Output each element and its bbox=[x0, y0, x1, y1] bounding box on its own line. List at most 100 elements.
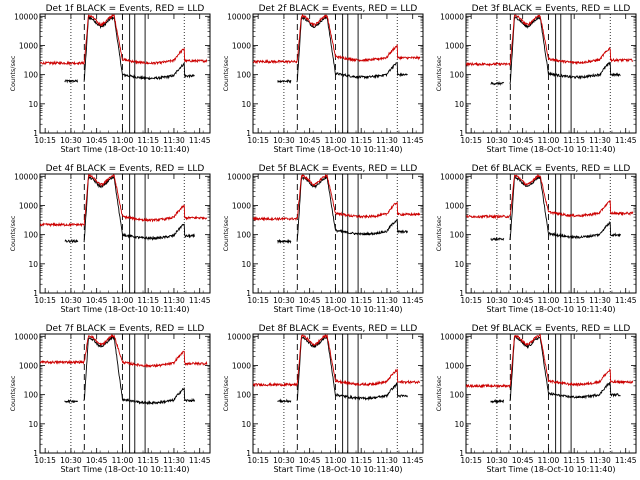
series-line-events bbox=[277, 335, 408, 404]
y-tick-label: 10000 bbox=[227, 12, 251, 21]
y-tick-label: 10 bbox=[28, 420, 38, 429]
x-tick-label: 10:30 bbox=[273, 136, 295, 145]
y-tick-label: 1000 bbox=[232, 41, 251, 50]
x-tick-label: 10:45 bbox=[299, 296, 321, 305]
x-axis-label: Start Time (18-Oct-10 10:11:40) bbox=[486, 305, 615, 314]
y-tick-label: 10000 bbox=[440, 12, 464, 21]
x-tick-label: 11:30 bbox=[163, 296, 185, 305]
x-tick-label: 11:45 bbox=[402, 136, 424, 145]
x-tick-label: 10:45 bbox=[512, 136, 534, 145]
y-tick-label: 10000 bbox=[14, 172, 38, 181]
y-tick-label: 10000 bbox=[227, 332, 251, 341]
panel-title: Det 9f BLACK = Events, RED = LLD bbox=[472, 324, 631, 334]
x-tick-label: 10:15 bbox=[460, 456, 482, 465]
y-tick-label: 10 bbox=[241, 100, 251, 109]
y-tick-label: 10 bbox=[241, 420, 251, 429]
x-tick-label: 11:30 bbox=[376, 136, 398, 145]
x-axis-label: Start Time (18-Oct-10 10:11:40) bbox=[273, 145, 402, 154]
x-tick-label: 10:30 bbox=[60, 296, 82, 305]
x-tick-label: 11:45 bbox=[615, 136, 637, 145]
panel-det-3f: Det 3f BLACK = Events, RED = LLD 1 10 100 10… bbox=[435, 4, 637, 154]
x-tick-label: 11:30 bbox=[163, 456, 185, 465]
x-tick-label: 11:15 bbox=[350, 456, 372, 465]
panel-title: Det 3f BLACK = Events, RED = LLD bbox=[472, 4, 631, 14]
x-tick-label: 11:30 bbox=[589, 456, 611, 465]
x-tick-label: 11:00 bbox=[538, 456, 560, 465]
series-line-lld bbox=[253, 334, 421, 388]
plot-frame bbox=[252, 173, 424, 294]
time-markers bbox=[496, 14, 611, 133]
panel-det-6f: Det 6f BLACK = Events, RED = LLD 1 10 100 10… bbox=[435, 164, 637, 314]
y-tick-label: 1 bbox=[459, 289, 464, 298]
x-tick-label: 11:45 bbox=[402, 296, 424, 305]
x-tick-label: 11:00 bbox=[538, 136, 560, 145]
y-tick-label: 100 bbox=[237, 71, 252, 80]
y-axis-label: Counts/sec bbox=[435, 55, 443, 91]
y-tick-label: 1000 bbox=[445, 361, 464, 370]
series-line-events bbox=[277, 175, 408, 245]
x-tick-label: 11:45 bbox=[402, 456, 424, 465]
y-tick-label: 1 bbox=[246, 449, 251, 458]
x-tick-label: 11:00 bbox=[325, 136, 347, 145]
time-markers bbox=[496, 334, 611, 453]
x-tick-label: 10:15 bbox=[34, 456, 56, 465]
x-axis-label: Start Time (18-Oct-10 10:11:40) bbox=[60, 465, 189, 474]
series-line-events bbox=[490, 336, 621, 404]
y-tick-label: 100 bbox=[24, 231, 39, 240]
y-tick-label: 1 bbox=[459, 449, 464, 458]
x-tick-label: 11:15 bbox=[350, 136, 372, 145]
x-tick-label: 10:30 bbox=[486, 296, 508, 305]
x-tick-label: 11:15 bbox=[137, 456, 159, 465]
x-tick-label: 11:00 bbox=[325, 296, 347, 305]
y-axis-label: Counts/sec bbox=[435, 215, 443, 251]
panel-det-5f: Det 5f BLACK = Events, RED = LLD 1 10 100 10… bbox=[222, 164, 424, 314]
x-tick-label: 10:30 bbox=[60, 456, 82, 465]
x-tick-label: 10:45 bbox=[512, 456, 534, 465]
y-tick-label: 100 bbox=[450, 231, 465, 240]
y-tick-label: 1000 bbox=[232, 361, 251, 370]
series-group bbox=[466, 334, 634, 404]
y-axis-label: Counts/sec bbox=[222, 215, 230, 251]
y-tick-label: 1 bbox=[459, 129, 464, 138]
y-tick-label: 1000 bbox=[445, 201, 464, 210]
y-tick-label: 10 bbox=[454, 260, 464, 269]
panel-title: Det 5f BLACK = Events, RED = LLD bbox=[259, 164, 418, 174]
series-line-lld bbox=[466, 334, 634, 389]
y-tick-label: 100 bbox=[450, 391, 465, 400]
x-tick-label: 10:45 bbox=[86, 136, 108, 145]
plot-frame bbox=[252, 333, 424, 454]
time-markers bbox=[70, 334, 185, 453]
x-tick-label: 10:45 bbox=[86, 456, 108, 465]
x-tick-label: 11:45 bbox=[615, 296, 637, 305]
x-tick-label: 10:15 bbox=[460, 136, 482, 145]
series-group bbox=[253, 14, 421, 84]
y-tick-label: 1 bbox=[246, 289, 251, 298]
x-tick-label: 11:45 bbox=[189, 296, 211, 305]
x-axis-label: Start Time (18-Oct-10 10:11:40) bbox=[486, 145, 615, 154]
x-tick-label: 11:30 bbox=[376, 456, 398, 465]
y-tick-label: 100 bbox=[450, 71, 465, 80]
x-tick-label: 10:30 bbox=[486, 456, 508, 465]
y-tick-label: 10 bbox=[28, 100, 38, 109]
x-tick-label: 10:15 bbox=[34, 296, 56, 305]
y-tick-label: 10 bbox=[241, 260, 251, 269]
x-tick-label: 11:45 bbox=[189, 136, 211, 145]
x-tick-label: 10:30 bbox=[60, 136, 82, 145]
x-tick-label: 11:30 bbox=[376, 296, 398, 305]
y-axis-label: Counts/sec bbox=[9, 375, 17, 411]
x-axis-label: Start Time (18-Oct-10 10:11:40) bbox=[273, 465, 402, 474]
plot-frame bbox=[39, 333, 211, 454]
y-tick-label: 100 bbox=[237, 231, 252, 240]
time-markers bbox=[283, 14, 398, 133]
x-tick-label: 11:00 bbox=[112, 296, 134, 305]
x-tick-label: 10:30 bbox=[486, 136, 508, 145]
x-tick-label: 11:45 bbox=[189, 456, 211, 465]
x-tick-label: 10:15 bbox=[34, 136, 56, 145]
x-tick-label: 11:00 bbox=[112, 456, 134, 465]
x-tick-label: 11:00 bbox=[325, 456, 347, 465]
y-tick-label: 1000 bbox=[19, 41, 38, 50]
x-tick-label: 10:30 bbox=[273, 296, 295, 305]
x-tick-label: 10:45 bbox=[512, 296, 534, 305]
x-tick-label: 11:15 bbox=[137, 136, 159, 145]
